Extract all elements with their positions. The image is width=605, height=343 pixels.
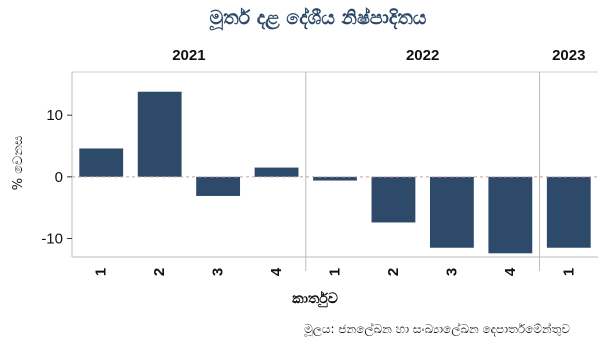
x-axis: 1 2 3 4 1 2 3 4 1 <box>93 267 578 276</box>
year-label: 2021 <box>172 47 205 64</box>
y-tick-label: 10 <box>46 107 63 124</box>
x-axis-label: කාර්තුව <box>292 290 338 308</box>
bar <box>79 148 124 177</box>
x-tick-label: 4 <box>268 267 285 276</box>
source-note: මූලය: ජනලේඛන හා සංඛ්‍යාලේඛන දෙපාර්තමේන්ත… <box>304 322 571 337</box>
bar <box>196 176 241 196</box>
bar <box>313 176 357 181</box>
year-labels: 2021 2022 2023 <box>172 47 585 64</box>
x-tick-label: 1 <box>560 268 577 276</box>
x-tick-label: 3 <box>443 268 460 276</box>
bar <box>546 176 591 248</box>
x-tick-label: 2 <box>385 268 402 276</box>
x-tick-label: 4 <box>502 267 519 276</box>
plot-frame <box>71 71 598 271</box>
x-tick-label: 1 <box>93 268 110 276</box>
y-tick-label: -10 <box>41 231 63 248</box>
x-tick-label: 1 <box>327 268 344 276</box>
year-label: 2022 <box>406 47 439 64</box>
y-tick-label: 0 <box>55 169 63 186</box>
bar <box>254 167 299 177</box>
bar <box>371 176 416 223</box>
chart-title: මූර්ත දළ දේශීය නිෂ්පාදිතය <box>209 7 427 32</box>
y-axis-label: % වෙනස <box>11 136 26 191</box>
bars <box>72 91 598 254</box>
year-label: 2023 <box>552 47 585 64</box>
bar <box>137 91 182 177</box>
x-tick-label: 3 <box>210 268 227 276</box>
x-tick-label: 2 <box>151 268 168 276</box>
y-axis: 10 0 -10 <box>41 107 72 248</box>
bar <box>488 176 533 254</box>
bar <box>429 176 474 248</box>
